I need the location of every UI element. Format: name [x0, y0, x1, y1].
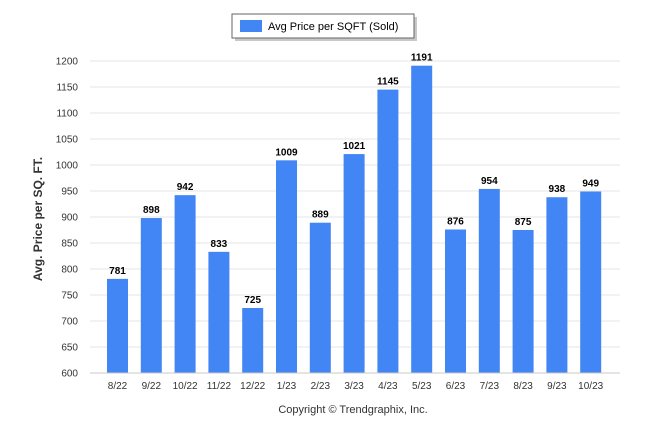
x-tick-label: 8/22	[108, 381, 128, 392]
data-label: 942	[177, 182, 194, 193]
y-tick-label: 1200	[56, 57, 79, 68]
y-tick-label: 600	[61, 369, 78, 380]
bar-3/23	[343, 154, 365, 373]
bar-7/23	[478, 188, 500, 373]
x-tick-label: 8/23	[513, 381, 533, 392]
x-tick-label: 1/23	[277, 381, 297, 392]
bar-2/23	[309, 222, 331, 373]
y-axis-ticks: 600 650 700 750 800 850 900 950 1000 1050 1100 1150…	[56, 57, 79, 380]
data-label: 938	[549, 184, 566, 195]
x-tick-label: 10/22	[173, 381, 198, 392]
bar-12/22	[242, 308, 264, 373]
data-label: 1145	[377, 77, 399, 88]
bar-8/22	[107, 278, 128, 373]
y-tick-label: 650	[61, 343, 78, 354]
legend-box	[231, 13, 415, 39]
bar-4/23	[377, 89, 399, 373]
x-axis-ticks: 8/22 9/22 10/22 11/22 12/22 1/23 2/23 3/23 4/23 5…	[108, 381, 604, 392]
bars	[107, 65, 602, 374]
x-tick-label: 11/22	[207, 381, 232, 392]
x-tick-label: 3/23	[344, 381, 364, 392]
bar-10/23	[580, 191, 602, 373]
data-label: 875	[515, 217, 532, 228]
data-label: 876	[447, 216, 464, 227]
bar-1/23	[276, 160, 297, 373]
data-label: 954	[481, 176, 498, 187]
data-label: 781	[109, 266, 126, 277]
bar-10/22	[174, 195, 196, 373]
copyright-text: Copyright © Trendgraphix, Inc.	[278, 404, 427, 416]
y-tick-label: 800	[61, 265, 78, 276]
bar-9/23	[546, 197, 568, 373]
bar-5/23	[411, 65, 433, 374]
x-tick-label: 5/23	[412, 381, 432, 392]
x-tick-label: 9/23	[547, 381, 567, 392]
x-tick-label: 9/22	[142, 381, 162, 392]
y-tick-label: 1050	[56, 135, 79, 146]
x-tick-label: 6/23	[446, 381, 466, 392]
legend: Avg Price per SQFT (Sold)	[231, 13, 417, 41]
data-label: 1021	[343, 141, 366, 152]
x-tick-label: 4/23	[378, 381, 398, 392]
data-label: 725	[244, 295, 261, 306]
y-tick-label: 1100	[56, 109, 78, 120]
data-label: 1191	[411, 53, 433, 64]
data-label: 889	[312, 210, 329, 221]
bar-11/22	[208, 251, 230, 373]
data-label: 949	[582, 179, 599, 190]
x-tick-label: 12/22	[240, 381, 265, 392]
bar-8/23	[512, 230, 534, 373]
y-tick-label: 1150	[56, 83, 78, 94]
y-tick-label: 950	[61, 187, 78, 198]
data-label: 1009	[275, 147, 298, 158]
bar-9/22	[140, 218, 162, 373]
legend-swatch	[240, 20, 262, 32]
y-tick-label: 850	[61, 239, 78, 250]
y-tick-label: 700	[61, 317, 78, 328]
data-label: 898	[143, 205, 160, 216]
y-tick-label: 900	[61, 213, 78, 224]
bar-6/23	[445, 229, 466, 373]
y-axis-title: Avg. Price per SQ. FT.	[31, 157, 45, 281]
x-tick-label: 7/23	[480, 381, 500, 392]
legend-label: Avg Price per SQFT (Sold)	[268, 21, 398, 33]
data-labels: 781 898 942 833 725 1009 889 1021 1145 1191 876 954…	[109, 53, 599, 306]
y-tick-label: 1000	[56, 161, 79, 172]
x-tick-label: 10/23	[578, 381, 603, 392]
x-tick-label: 2/23	[311, 381, 331, 392]
data-label: 833	[211, 239, 228, 250]
y-tick-label: 750	[61, 291, 78, 302]
